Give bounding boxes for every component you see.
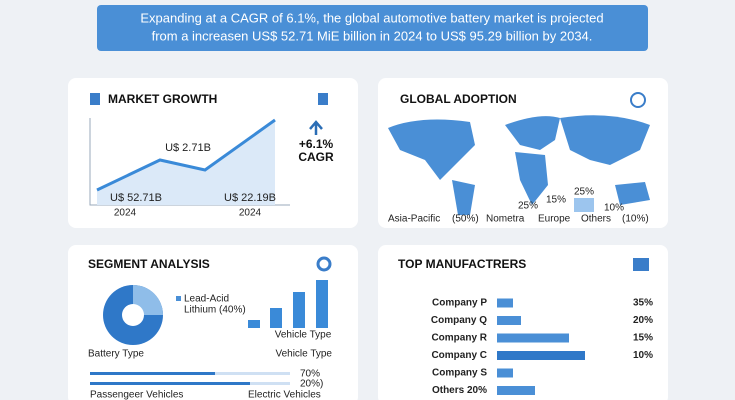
legend: (50%)	[452, 214, 479, 225]
company: Company S	[432, 368, 487, 379]
progress-label: 20%)	[300, 379, 323, 390]
share: 15%	[633, 333, 653, 344]
legend: (10%)	[622, 214, 649, 225]
banner-line: Expanding at a CAGR of 6.1%, the global …	[140, 10, 603, 25]
map-label: 25%	[518, 201, 538, 212]
legend: Lead-Acid	[184, 294, 229, 305]
progress-label: 70%	[300, 369, 320, 380]
bar	[497, 386, 535, 395]
caption: Vehicle Type	[275, 349, 332, 360]
icon	[630, 92, 646, 108]
caption: Passengeer Vehicles	[90, 390, 183, 400]
card-title: SEGMENT ANALYSIS	[88, 257, 210, 271]
caption: Battery Type	[88, 349, 144, 360]
icon	[318, 93, 328, 105]
line	[96, 118, 276, 192]
company: Company C	[431, 350, 487, 361]
icon	[90, 93, 100, 105]
legend: Nometra	[486, 214, 525, 225]
map-label: 25%	[574, 187, 594, 198]
map-bar	[574, 198, 594, 212]
progress-bar	[90, 382, 250, 385]
company: Company Q	[431, 315, 487, 326]
icon	[316, 256, 332, 272]
year: 2024	[114, 208, 137, 219]
label: U$ 52.71B	[110, 192, 162, 204]
banner-line: from a increasen US$ 52.71 MiE billion i…	[152, 28, 593, 43]
bar	[497, 351, 585, 360]
share: 10%	[633, 350, 653, 361]
caption: Vehicle Type	[275, 330, 332, 341]
card-title: GLOBAL ADOPTION	[400, 92, 517, 106]
card-title: TOP MANUFACTRERS	[398, 257, 526, 271]
card-title: MARKET GROWTH	[108, 92, 217, 106]
bar	[497, 298, 513, 308]
banner	[97, 5, 648, 51]
area	[97, 120, 275, 205]
arrow	[309, 120, 323, 135]
legend: Lithium (40%)	[184, 305, 246, 316]
company: Company R	[431, 333, 487, 344]
caption: Electric Vehicles	[248, 390, 321, 400]
bar	[497, 333, 569, 343]
legend: Asia-Pacific	[388, 214, 440, 225]
card	[378, 245, 668, 400]
map-label: 15%	[546, 195, 566, 206]
legend: Others	[581, 214, 611, 225]
label: U$ 2.71B	[165, 142, 211, 154]
icon	[633, 258, 649, 271]
donut-hole	[122, 304, 144, 326]
company: Company P	[432, 298, 487, 309]
year: 2024	[239, 208, 262, 219]
map-label: 10%	[604, 203, 624, 214]
bar	[497, 316, 521, 325]
progress-bar	[90, 372, 215, 375]
label: U$ 22.19B	[224, 192, 276, 204]
legend-swatch	[176, 296, 181, 301]
bars	[248, 280, 328, 328]
bar	[497, 368, 513, 378]
cagr: +6.1%	[299, 137, 334, 151]
cagr-label: CAGR	[298, 150, 334, 164]
legend: Europe	[538, 214, 571, 225]
company: Others 20%	[432, 385, 487, 396]
share: 20%	[633, 315, 653, 326]
card	[68, 245, 358, 400]
map	[388, 115, 650, 215]
share: 35%	[633, 298, 653, 309]
